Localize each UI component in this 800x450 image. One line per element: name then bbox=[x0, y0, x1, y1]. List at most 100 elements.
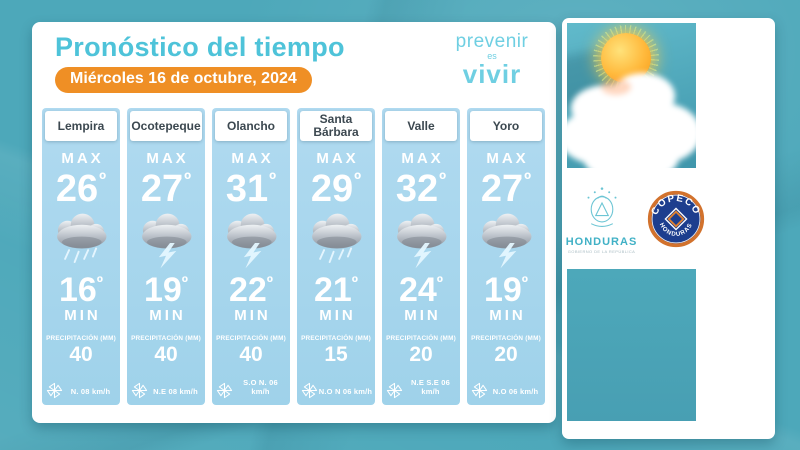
min-temperature: 24º bbox=[398, 271, 444, 310]
honduras-emblem-icon bbox=[587, 186, 616, 227]
region-name: Lempira bbox=[45, 111, 117, 141]
cloud-shape bbox=[312, 213, 362, 249]
max-temperature: 27º bbox=[480, 168, 532, 210]
degree-symbol: º bbox=[266, 273, 274, 293]
lightning-bolt bbox=[413, 243, 432, 269]
degree-symbol: º bbox=[181, 273, 189, 293]
max-label: MAX bbox=[486, 150, 529, 167]
max-label: MAX bbox=[61, 150, 104, 167]
wind-value: N.E 08 km/h bbox=[153, 387, 198, 396]
rain-streaks bbox=[64, 247, 98, 264]
precipitation-value: 40 bbox=[239, 342, 263, 366]
max-label: MAX bbox=[401, 150, 444, 167]
precipitation-value: 40 bbox=[154, 342, 178, 366]
min-label: MIN bbox=[234, 306, 271, 324]
precipitation-label: PRECIPITACIÓN (MM) bbox=[216, 334, 286, 342]
wind-value: N. 08 km/h bbox=[70, 387, 111, 396]
pinwheel-wind-icon bbox=[471, 382, 488, 399]
max-temperature: 26º bbox=[55, 168, 107, 210]
sun-clouds-art bbox=[567, 23, 696, 168]
honduras-government-logo: HONDURAS GOBIERNO DE LA REPÚBLICA bbox=[565, 184, 639, 254]
region-name: Santa Bárbara bbox=[300, 111, 372, 141]
region-name: Olancho bbox=[215, 111, 287, 141]
honduras-logo-name: HONDURAS bbox=[565, 235, 638, 248]
max-label: MAX bbox=[316, 150, 359, 167]
copeco-logo: COPECO HONDURAS bbox=[647, 190, 704, 247]
wind-row: N.E S.E 06 km/h bbox=[382, 377, 460, 401]
prevenir-es-vivir-logo: prevenir es vivir bbox=[436, 32, 548, 87]
logos-row: HONDURAS GOBIERNO DE LA REPÚBLICA COPECO… bbox=[562, 170, 708, 267]
honduras-logo-subtitle: GOBIERNO DE LA REPÚBLICA bbox=[567, 248, 636, 254]
wind-row: N.E 08 km/h bbox=[127, 377, 205, 401]
slogan-word-prevenir: prevenir bbox=[455, 31, 529, 52]
pinwheel-wind-icon bbox=[131, 382, 148, 399]
cloud-shape bbox=[142, 213, 192, 249]
min-temperature: 19º bbox=[143, 271, 189, 310]
min-temperature: 22º bbox=[228, 271, 274, 310]
min-label: MIN bbox=[149, 306, 186, 324]
region-name: Yoro bbox=[470, 111, 542, 141]
teal-cutout bbox=[567, 269, 696, 421]
cloud-shape bbox=[227, 213, 277, 249]
wind-row: N.O 06 km/h bbox=[467, 377, 545, 401]
date-badge: Miércoles 16 de octubre, 2024 bbox=[55, 67, 312, 93]
forecast-column-olancho: Olancho MAX 31º 22º MIN bbox=[212, 108, 290, 405]
min-label: MIN bbox=[319, 306, 356, 324]
forecast-column-yoro: Yoro MAX 27º 19º MIN bbox=[467, 108, 545, 405]
forecast-column-ocotepeque: Ocotepeque MAX 27º 19º M bbox=[127, 108, 205, 405]
wind-row: S.O N. 06 km/h bbox=[212, 377, 290, 401]
clouds bbox=[567, 23, 696, 168]
lightning-bolt bbox=[498, 243, 517, 269]
region-name: Ocotepeque bbox=[130, 111, 202, 141]
max-label: MAX bbox=[231, 150, 274, 167]
page-title: Pronóstico del tiempo bbox=[55, 32, 345, 62]
min-temperature: 21º bbox=[313, 271, 359, 310]
max-temperature: 27º bbox=[140, 168, 192, 210]
min-temperature: 16º bbox=[58, 271, 104, 310]
precipitation-label: PRECIPITACIÓN (MM) bbox=[131, 334, 201, 342]
weather-icon bbox=[129, 207, 203, 271]
forecast-columns: Lempira MAX 26º 16º MIN bbox=[42, 108, 545, 405]
forecast-column-santa-barbara: Santa Bárbara MAX 29º 21º bbox=[297, 108, 375, 405]
wind-value: S.O N. 06 km/h bbox=[243, 378, 278, 396]
weather-icon bbox=[299, 207, 373, 271]
lightning-bolt bbox=[243, 243, 262, 269]
region-name: Valle bbox=[385, 111, 457, 141]
precipitation-value: 15 bbox=[324, 342, 348, 366]
degree-symbol: º bbox=[436, 273, 444, 293]
precipitation-label: PRECIPITACIÓN (MM) bbox=[386, 334, 456, 342]
wind-row: N. 08 km/h bbox=[42, 377, 120, 401]
right-h-panel: HONDURAS GOBIERNO DE LA REPÚBLICA COPECO… bbox=[562, 18, 775, 439]
degree-symbol: º bbox=[99, 170, 107, 191]
pinwheel-wind-icon bbox=[301, 382, 318, 399]
wind-row: N.O N 06 km/h bbox=[297, 377, 375, 401]
min-label: MIN bbox=[489, 306, 526, 324]
rain-streaks bbox=[319, 247, 353, 264]
cloud-shape bbox=[397, 213, 447, 249]
wind-value: N.O 06 km/h bbox=[492, 387, 539, 396]
degree-symbol: º bbox=[269, 170, 277, 191]
max-label: MAX bbox=[146, 150, 189, 167]
degree-symbol: º bbox=[184, 170, 192, 191]
precipitation-value: 40 bbox=[69, 342, 93, 366]
wind-value: N.E S.E 06 km/h bbox=[410, 378, 451, 396]
cloud-shape bbox=[482, 213, 532, 249]
max-temperature: 32º bbox=[395, 168, 447, 210]
forecast-card: Pronóstico del tiempo Miércoles 16 de oc… bbox=[32, 22, 556, 423]
pinwheel-wind-icon bbox=[46, 382, 63, 399]
forecast-column-lempira: Lempira MAX 26º 16º MIN bbox=[42, 108, 120, 405]
degree-symbol: º bbox=[96, 273, 104, 293]
lightning-bolt bbox=[158, 243, 177, 269]
pinwheel-wind-icon bbox=[216, 382, 233, 399]
pinwheel-wind-icon bbox=[386, 382, 403, 399]
cloud-shape bbox=[57, 213, 107, 249]
precipitation-value: 20 bbox=[409, 342, 433, 366]
min-temperature: 19º bbox=[483, 271, 529, 310]
degree-symbol: º bbox=[354, 170, 362, 191]
degree-symbol: º bbox=[521, 273, 529, 293]
weather-icon bbox=[469, 207, 543, 271]
degree-symbol: º bbox=[351, 273, 359, 293]
wind-value: N.O N 06 km/h bbox=[318, 387, 373, 396]
degree-symbol: º bbox=[524, 170, 532, 191]
weather-icon bbox=[44, 207, 118, 271]
